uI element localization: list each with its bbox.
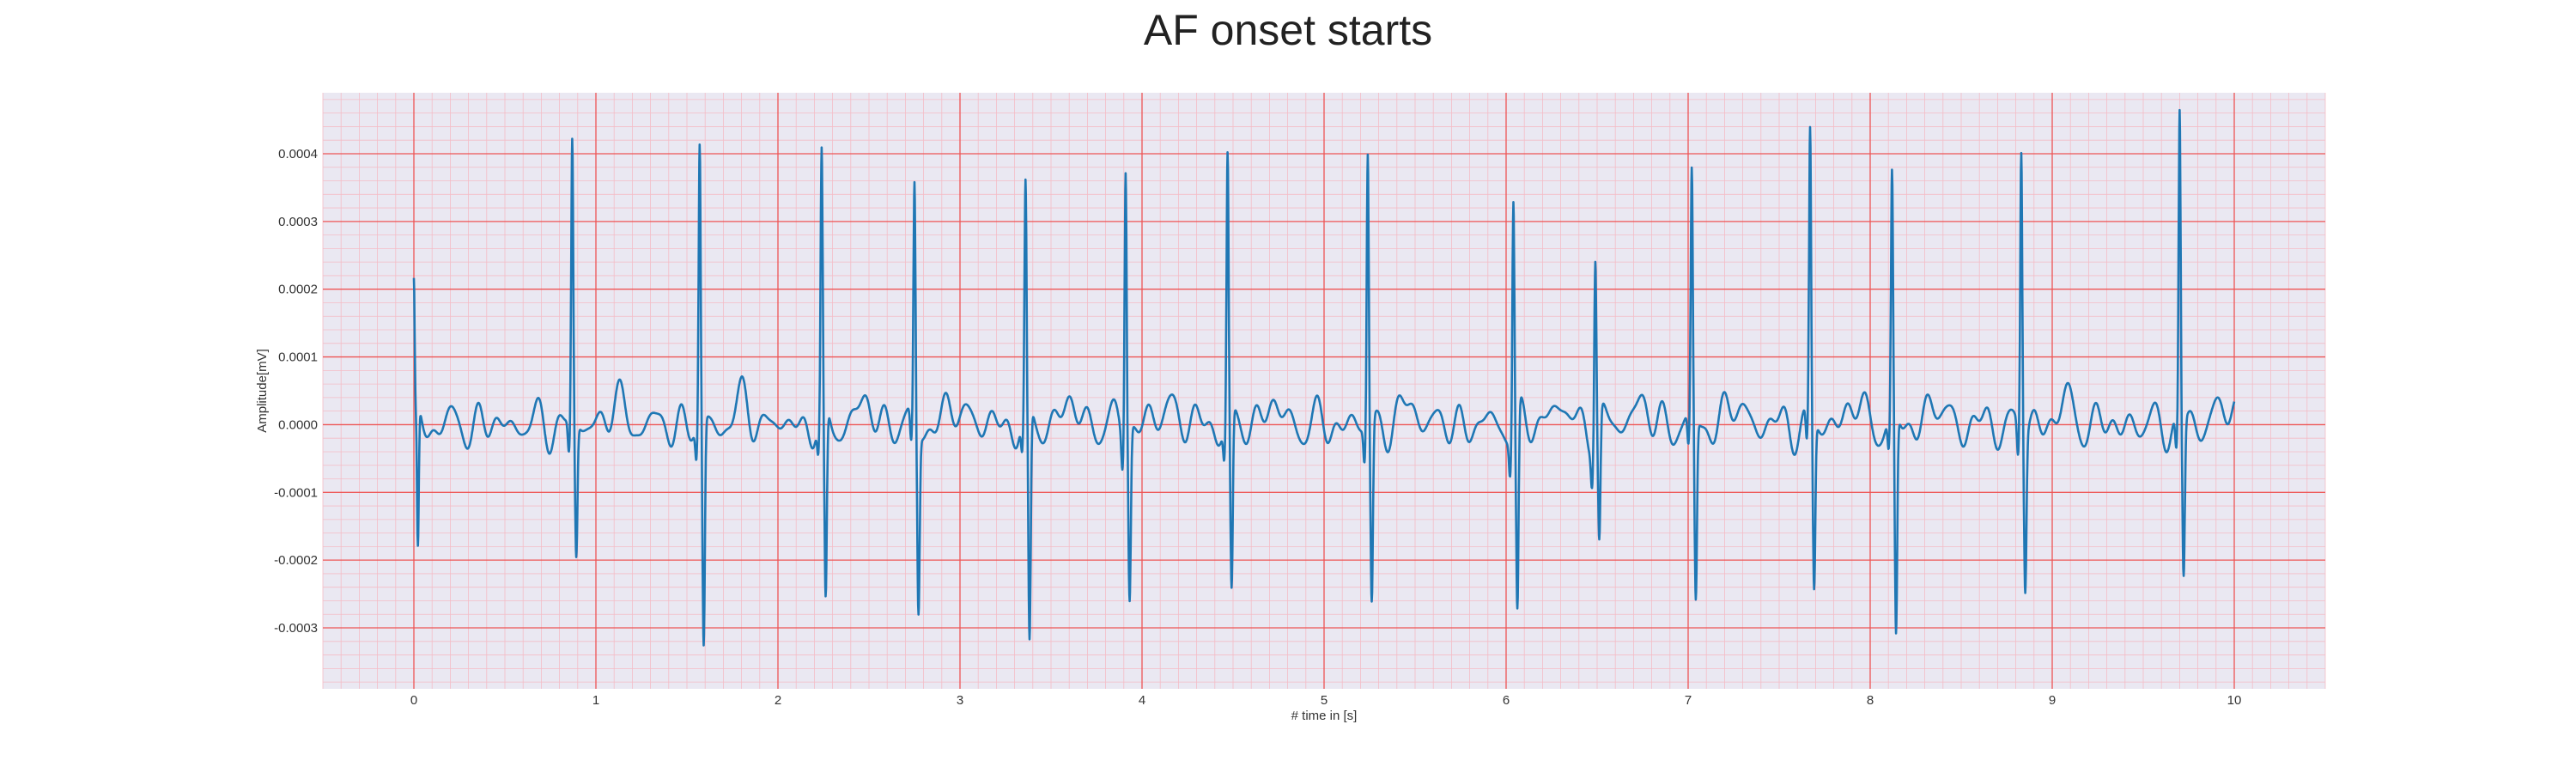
x-tick-label: 4 [1139,693,1145,708]
x-tick-label: 0 [410,693,417,708]
x-tick-label: 6 [1503,693,1510,708]
x-axis-label: # time in [s] [1291,709,1358,723]
y-tick-label: 0.0000 [278,417,318,432]
x-tick-label: 2 [775,693,781,708]
y-tick-label: 0.0001 [278,350,318,365]
y-tick-label: -0.0002 [274,553,318,568]
y-axis-ticks: 0.0004 0.0003 0.0002 0.0001 0.0000 -0.0001 -0.… [274,147,318,636]
x-tick-label: 8 [1867,693,1874,708]
x-tick-label: 5 [1321,693,1327,708]
x-axis-ticks: 0 1 2 3 4 5 6 7 8 9 10 [410,693,2242,708]
y-axis-label: Amplitude[mV] [255,349,270,433]
x-tick-label: 10 [2227,693,2242,708]
y-tick-label: -0.0001 [274,485,318,500]
chart-title: AF onset starts [1144,6,1432,54]
y-tick-label: 0.0002 [278,283,318,297]
y-tick-label: -0.0003 [274,621,318,636]
x-tick-label: 3 [957,693,963,708]
x-tick-label: 1 [592,693,599,708]
y-tick-label: 0.0003 [278,215,318,229]
y-tick-label: 0.0004 [278,147,318,161]
x-tick-label: 7 [1685,693,1692,708]
x-tick-label: 9 [2049,693,2056,708]
